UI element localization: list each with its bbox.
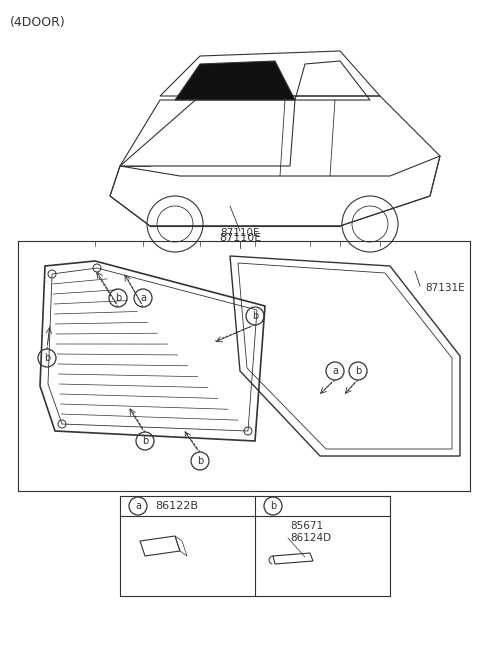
Text: (4DOOR): (4DOOR) <box>10 16 66 29</box>
Text: b: b <box>355 366 361 376</box>
Text: 86122B: 86122B <box>155 501 198 511</box>
Text: a: a <box>135 501 141 511</box>
Text: 85671: 85671 <box>290 521 323 531</box>
Text: a: a <box>332 366 338 376</box>
Text: b: b <box>197 456 203 466</box>
Text: b: b <box>270 501 276 511</box>
Polygon shape <box>175 61 295 100</box>
Text: 87131E: 87131E <box>425 283 465 293</box>
Text: b: b <box>252 311 258 321</box>
Text: 87110E: 87110E <box>219 233 261 243</box>
Text: b: b <box>44 353 50 363</box>
Text: a: a <box>140 293 146 303</box>
Text: b: b <box>115 293 121 303</box>
Text: 87110E: 87110E <box>220 228 260 238</box>
Text: b: b <box>142 436 148 446</box>
Text: 86124D: 86124D <box>290 533 331 543</box>
